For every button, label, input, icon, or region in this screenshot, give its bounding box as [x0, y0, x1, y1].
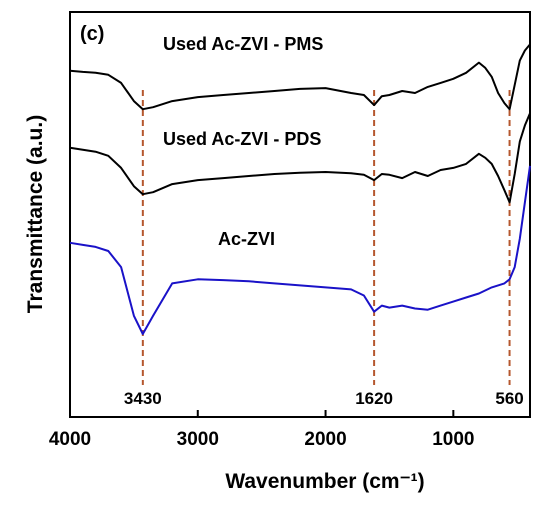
x-tick-label-3000: 3000	[177, 429, 219, 450]
x-axis-title: Wavenumber (cm⁻¹)	[225, 470, 424, 493]
series-line-0	[69, 43, 531, 111]
x-tick-label-4000: 4000	[49, 429, 91, 450]
series-label-aczvi: Ac-ZVI	[218, 229, 275, 249]
series-label-pds: Used Ac-ZVI - PDS	[163, 129, 321, 149]
series-lines	[69, 43, 531, 335]
peak-label-1620: 1620	[355, 389, 393, 408]
peak-labels: 3430 1620 560	[124, 389, 524, 408]
peak-label-560: 560	[495, 389, 523, 408]
panel-label: (c)	[80, 23, 104, 45]
plot-frame	[69, 11, 531, 418]
series-line-2	[69, 165, 531, 335]
series-line-1	[69, 112, 531, 204]
x-tick-label-2000: 2000	[304, 429, 346, 450]
series-label-pms: Used Ac-ZVI - PMS	[163, 34, 323, 54]
peak-markers	[141, 90, 511, 385]
x-axis-ticks: 4000 3000 2000 1000	[49, 410, 474, 450]
peak-label-3430: 3430	[124, 389, 162, 408]
x-tick-label-1000: 1000	[432, 429, 474, 450]
y-axis-title: Transmittance (a.u.)	[24, 115, 47, 313]
